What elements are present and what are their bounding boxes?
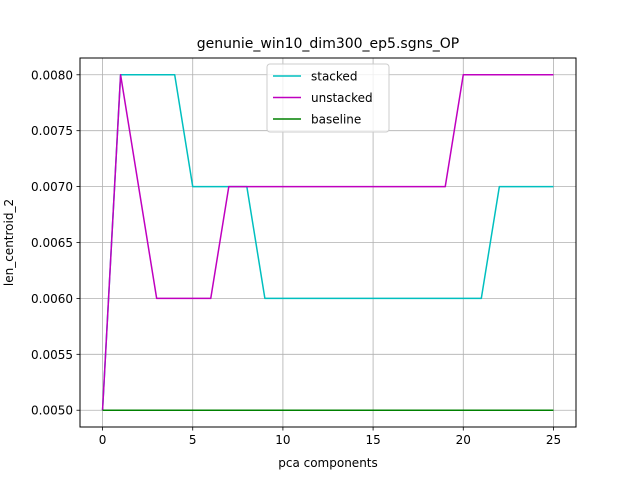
x-axis-label: pca components: [278, 456, 378, 470]
legend-box: [266, 63, 390, 133]
x-axis-ticks: 0 5 10 15 20 25: [99, 427, 561, 447]
y-tick-label: 0.0080: [31, 68, 73, 82]
x-tick-label: 5: [189, 433, 197, 447]
series-line-stacked: [101, 74, 554, 411]
y-tick-label: 0.0075: [31, 124, 73, 138]
legend: stacked unstacked baseline: [266, 63, 390, 133]
y-tick-label: 0.0055: [31, 348, 73, 362]
x-tick-label: 10: [275, 433, 290, 447]
y-tick-label: 0.0050: [31, 404, 73, 418]
x-tick-label: 25: [546, 433, 561, 447]
y-tick-label: 0.0065: [31, 236, 73, 250]
x-tick-label: 20: [456, 433, 471, 447]
legend-label-unstacked: unstacked: [311, 91, 373, 105]
y-axis-ticks: 0.0050 0.0055 0.0060 0.0065 0.0070 0.0075 0.00…: [31, 68, 80, 418]
series-line-unstacked: [101, 74, 554, 411]
y-axis-label: len_centroid_2: [2, 199, 16, 286]
x-tick-label: 15: [365, 433, 380, 447]
chart-title: genunie_win10_dim300_ep5.sgns_OP: [197, 36, 459, 52]
legend-label-stacked: stacked: [311, 70, 357, 84]
legend-label-baseline: baseline: [311, 113, 361, 127]
series-lines: [101, 74, 554, 411]
y-tick-label: 0.0060: [31, 292, 73, 306]
x-tick-label: 0: [99, 433, 107, 447]
y-tick-label: 0.0070: [31, 180, 73, 194]
